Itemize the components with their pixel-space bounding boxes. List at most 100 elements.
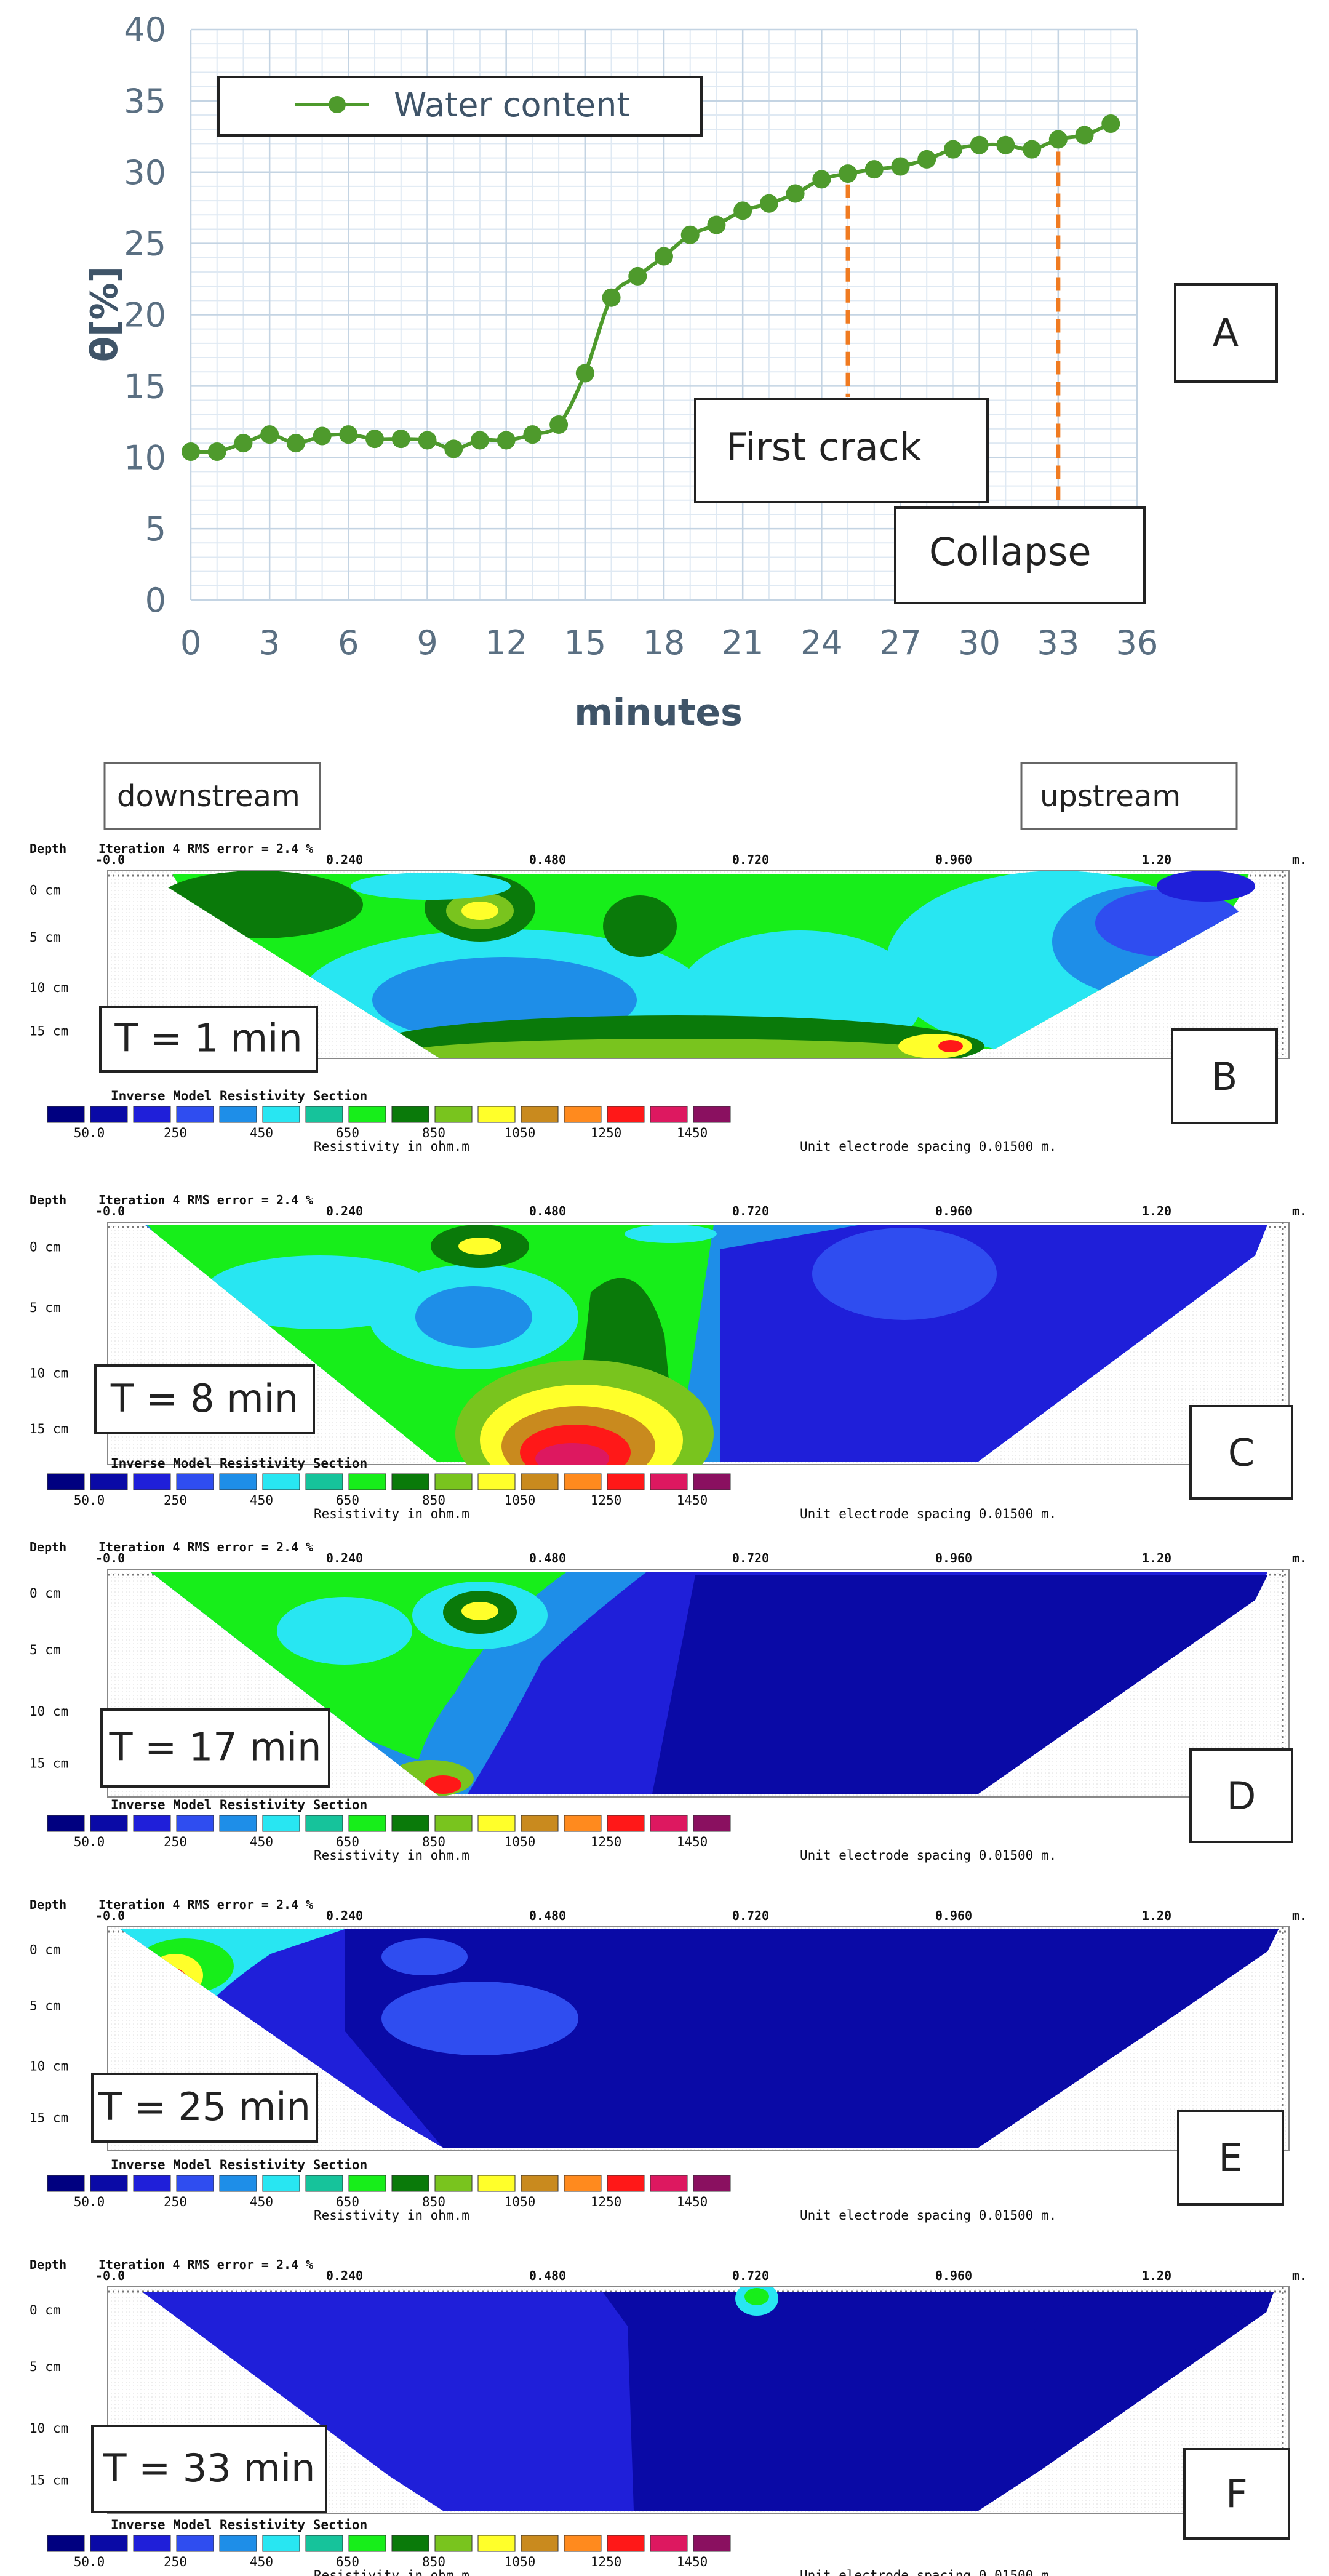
depth-header: Depth: [30, 1540, 66, 1554]
resistivity-region: [415, 1286, 532, 1348]
scale-title: Resistivity in ohm.m: [314, 1139, 469, 1154]
distance-tick-label: 0.240: [326, 1551, 363, 1566]
electrode-spacing: Unit electrode spacing 0.01500 m.: [800, 1848, 1056, 1863]
data-point: [234, 434, 253, 453]
color-swatch: [262, 2175, 300, 2192]
data-point: [1075, 126, 1094, 145]
distance-tick-label: -0.0: [95, 852, 125, 867]
scale-label: 250: [164, 1493, 187, 1508]
distance-tick-label: -0.0: [95, 1551, 125, 1566]
color-swatch: [219, 1815, 257, 1832]
color-swatch: [305, 1473, 343, 1490]
depth-header: Depth: [30, 1193, 66, 1207]
color-swatch: [693, 1106, 731, 1123]
resistivity-region: [812, 1228, 997, 1320]
upstream-label: upstream: [1040, 779, 1181, 814]
color-swatch: [391, 2535, 429, 2552]
scale-label: 1050: [505, 2554, 536, 2569]
x-tick-label: 15: [564, 623, 606, 662]
depth-label: 15 cm: [30, 1756, 68, 1771]
data-point: [444, 439, 463, 458]
scale-label: 450: [250, 1834, 273, 1849]
depth-label: 5 cm: [30, 1300, 61, 1315]
resistivity-region: [1034, 2298, 1243, 2354]
y-tick-labels: 0 5 10 15 20 25 30 35 40: [124, 10, 166, 620]
scale-label: 850: [422, 1834, 445, 1849]
data-point: [970, 135, 989, 154]
color-swatch: [477, 1473, 516, 1490]
collapse-label: Collapse: [929, 529, 1091, 574]
scale-label: 850: [422, 1126, 445, 1140]
panel-label-box: [1183, 2448, 1290, 2540]
color-swatch: [391, 1473, 429, 1490]
chart-legend: Water content: [217, 76, 703, 137]
depth-label: 5 cm: [30, 2359, 61, 2374]
panel-label: F: [1226, 2472, 1248, 2517]
color-swatch: [47, 1815, 85, 1832]
color-swatch: [219, 1473, 257, 1490]
data-point: [575, 364, 594, 383]
color-scale: Inverse Model Resistivity Section 50.0 250…: [47, 1089, 1056, 1154]
data-point: [812, 170, 831, 189]
time-label: T = 8 min: [110, 1376, 298, 1421]
resistivity-region: [406, 1039, 948, 1058]
electrode-spacing: Unit electrode spacing 0.01500 m.: [800, 1506, 1056, 1521]
scale-label: 650: [336, 1834, 359, 1849]
depth-label: 5 cm: [30, 1998, 61, 2013]
resistivity-fill: [148, 1572, 1267, 1797]
color-swatch: [391, 1815, 429, 1832]
first-crack-label: First crack: [726, 425, 922, 470]
resistivity-region: [381, 1938, 468, 1975]
data-point: [549, 415, 569, 434]
distance-tick-label: 0.960: [935, 2268, 972, 2283]
y-tick-label: 15: [124, 367, 166, 406]
resistivity-region: [461, 902, 498, 920]
depth-label: 10 cm: [30, 980, 68, 995]
legend-marker: [329, 96, 346, 113]
scale-label: 1250: [591, 1834, 622, 1849]
scale-title: Resistivity in ohm.m: [314, 1848, 469, 1863]
scale-label: 50.0: [74, 1126, 105, 1140]
color-swatch: [219, 2535, 257, 2552]
data-point: [628, 266, 647, 286]
data-point: [339, 425, 358, 444]
depth-label: 10 cm: [30, 2059, 68, 2074]
data-point: [470, 431, 489, 450]
distance-tick-label: -0.0: [95, 1908, 125, 1923]
distance-unit: m.: [1292, 852, 1307, 867]
resistivity-section: Depth Iteration 4 RMS error = 2.4 %-0.0 0.…: [30, 841, 1307, 1154]
color-swatch: [262, 1106, 300, 1123]
color-swatch: [176, 1815, 214, 1832]
resistivity-section: Depth Iteration 4 RMS error = 2.4 %-0.0 0.…: [30, 1540, 1307, 1863]
scale-label: 450: [250, 2554, 273, 2569]
scale-label: 250: [164, 2194, 187, 2209]
time-label-box: [99, 1006, 318, 1073]
data-point: [286, 434, 305, 453]
color-swatch: [477, 2175, 516, 2192]
resistivity-region: [458, 1238, 501, 1255]
scale-label: 1450: [677, 2194, 708, 2209]
depth-label: 15 cm: [30, 2473, 68, 2488]
electrode-spacing: Unit electrode spacing 0.01500 m.: [800, 1139, 1056, 1154]
scale-label: 650: [336, 1493, 359, 1508]
scale-label: 1250: [591, 2194, 622, 2209]
panel-label: E: [1218, 2135, 1242, 2180]
x-tick-label: 21: [722, 623, 764, 662]
distance-unit: m.: [1292, 1908, 1307, 1923]
data-point: [418, 431, 437, 450]
scale-title: Resistivity in ohm.m: [314, 1506, 469, 1521]
iteration-text: Iteration 4 RMS error = 2.4 %: [98, 1897, 313, 1912]
color-swatch: [133, 1473, 171, 1490]
time-label-box: [91, 2425, 327, 2513]
section-title: Inverse Model Resistivity Section: [111, 2158, 367, 2172]
y-tick-label: 10: [124, 438, 166, 477]
annotation-lines: [845, 151, 1061, 505]
iteration-text: Iteration 4 RMS error = 2.4 %: [98, 1540, 313, 1554]
resistivity-region: [351, 873, 511, 900]
depth-label: 5 cm: [30, 1642, 61, 1657]
scale-label: 850: [422, 1493, 445, 1508]
color-scale: Inverse Model Resistivity Section 50.0 250…: [47, 2158, 1056, 2223]
depth-header: Depth: [30, 1897, 66, 1912]
scale-label: 650: [336, 2194, 359, 2209]
